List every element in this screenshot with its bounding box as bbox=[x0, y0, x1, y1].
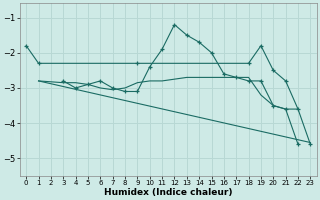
X-axis label: Humidex (Indice chaleur): Humidex (Indice chaleur) bbox=[104, 188, 233, 197]
